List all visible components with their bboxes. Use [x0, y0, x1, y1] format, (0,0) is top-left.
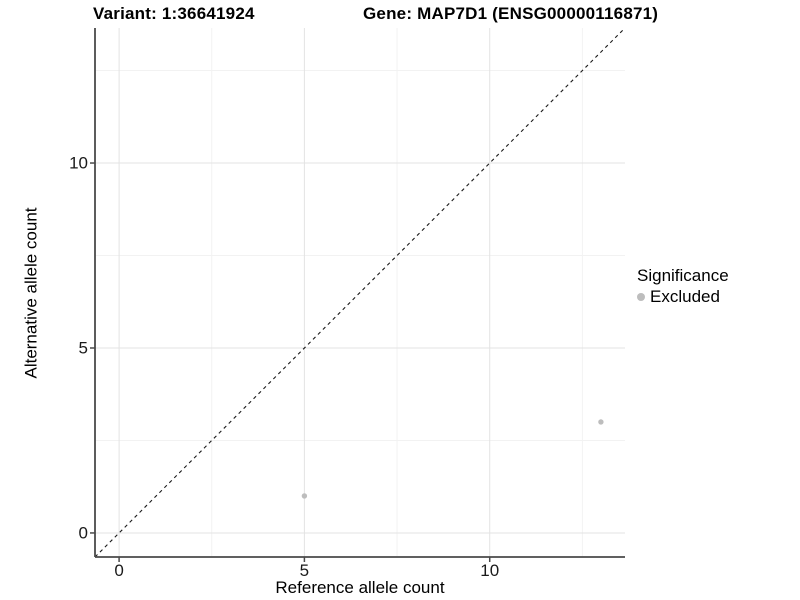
- y-axis-tick-label: 0: [78, 523, 88, 543]
- legend-items: Excluded: [637, 287, 729, 307]
- variant-title: Variant: 1:36641924: [93, 4, 255, 23]
- legend-item-label: Excluded: [650, 287, 720, 306]
- data-point: [598, 419, 604, 425]
- y-axis-title: Alternative allele count: [21, 207, 41, 379]
- identity-dashed-line: [94, 27, 626, 558]
- legend: Significance Excluded: [637, 265, 729, 307]
- gene-title: Gene: MAP7D1 (ENSG00000116871): [363, 4, 659, 23]
- y-axis-tick-label: 10: [69, 153, 88, 173]
- legend-title: Significance: [637, 266, 729, 285]
- data-point: [301, 493, 308, 499]
- x-axis-title: Reference allele count: [275, 578, 445, 597]
- legend-point-icon: [637, 293, 645, 301]
- x-axis-tick-label: 0: [114, 561, 124, 580]
- legend-item: Excluded: [637, 287, 729, 307]
- y-axis-tick-label: 5: [78, 338, 88, 358]
- x-axis-tick-label: 5: [299, 561, 310, 580]
- x-axis-tick-label: 10: [480, 561, 500, 580]
